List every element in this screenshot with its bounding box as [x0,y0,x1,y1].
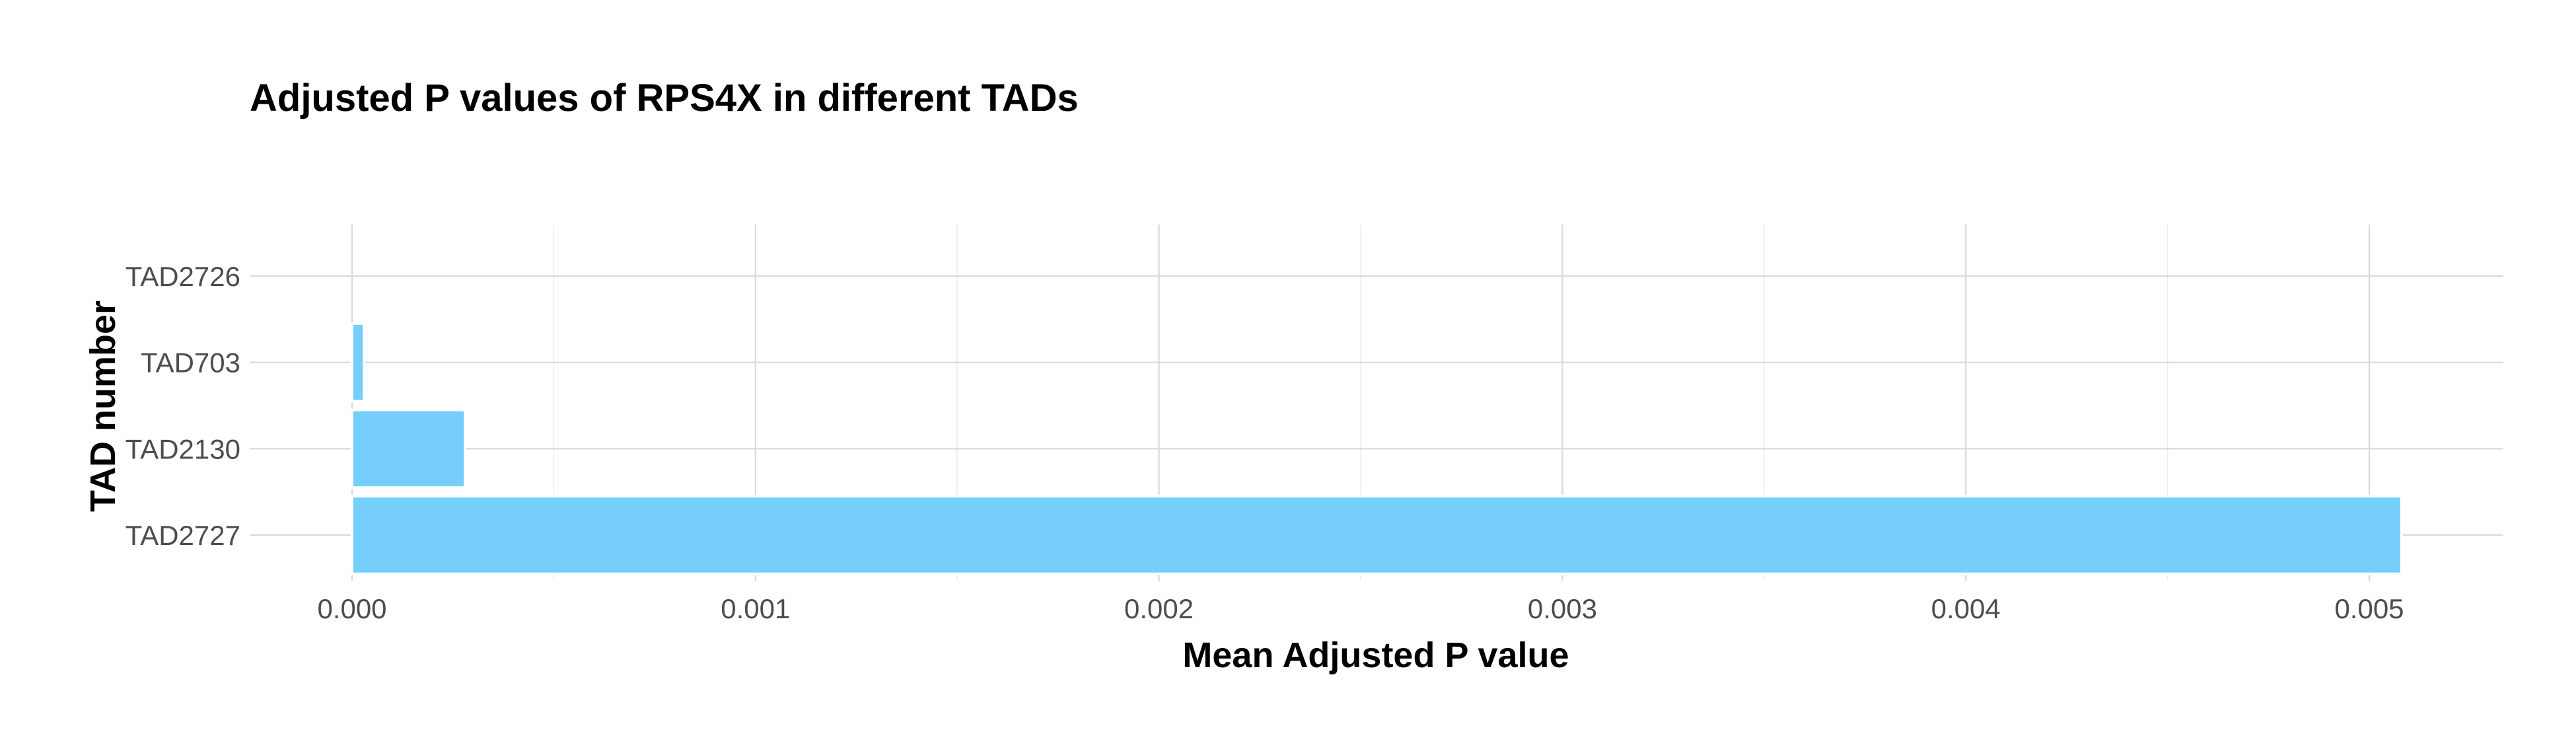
y-tick-label: TAD2726 [125,261,240,292]
x-tick-label: 0.004 [1931,593,2001,624]
y-tick-label: TAD2727 [125,520,240,551]
bar-tad2727 [351,495,2403,575]
x-tick-label: 0.003 [1528,593,1597,624]
x-tick-label: 0.000 [317,593,386,624]
bar-tad703 [351,322,366,403]
tick-layer: 0.000 0.001 0.002 0.003 0.004 0.005 TAD2727 TAD… [125,261,2404,624]
bar-layer [351,322,2403,575]
x-tick-label: 0.005 [2334,593,2404,624]
y-tick-label: TAD703 [141,347,240,378]
x-tick-label: 0.002 [1124,593,1194,624]
x-tick-label: 0.001 [721,593,790,624]
x-axis-title: Mean Adjusted P value [1182,635,1569,675]
y-tick-label: TAD2130 [125,433,240,464]
bar-tad2130 [351,408,467,489]
chart-title: Adjusted P values of RPS4X in different … [250,77,1079,120]
y-axis-title: TAD number [83,301,123,512]
